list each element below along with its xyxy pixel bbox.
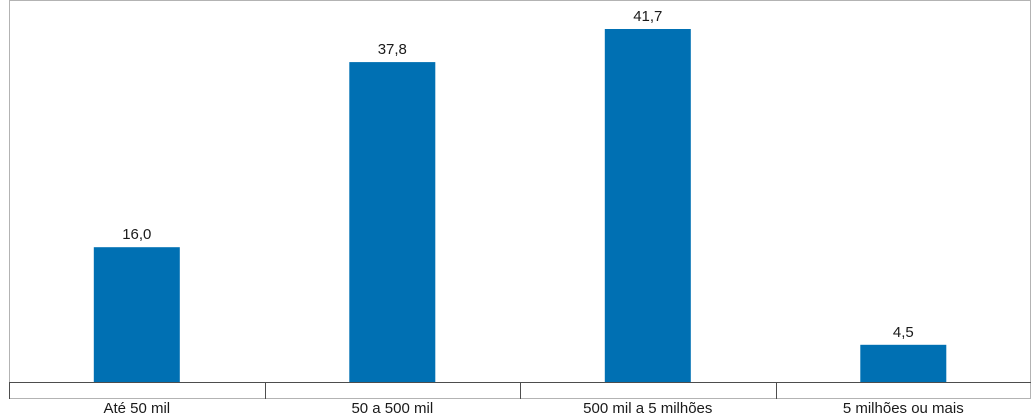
data-label-3: 41,7 xyxy=(633,8,662,25)
category-label-4: 5 milhões ou mais xyxy=(843,400,964,417)
data-label-1: 16,0 xyxy=(122,226,151,243)
bar-1 xyxy=(93,247,180,383)
category-labels-group: Até 50 mil 50 a 500 mil 500 mil a 5 milhõe… xyxy=(103,400,963,417)
bars-group xyxy=(93,29,947,383)
category-label-1: Até 50 mil xyxy=(103,400,170,417)
category-label-3: 500 mil a 5 milhões xyxy=(583,400,712,417)
bar-2 xyxy=(349,62,436,383)
data-label-4: 4,5 xyxy=(893,324,914,341)
x-axis-ticks xyxy=(9,383,777,399)
value-labels-group: 16,0 37,8 41,7 4,5 xyxy=(122,8,914,341)
data-label-2: 37,8 xyxy=(378,41,407,58)
bar-4 xyxy=(860,344,947,383)
bar-3 xyxy=(604,29,691,383)
category-label-2: 50 a 500 mil xyxy=(351,400,433,417)
